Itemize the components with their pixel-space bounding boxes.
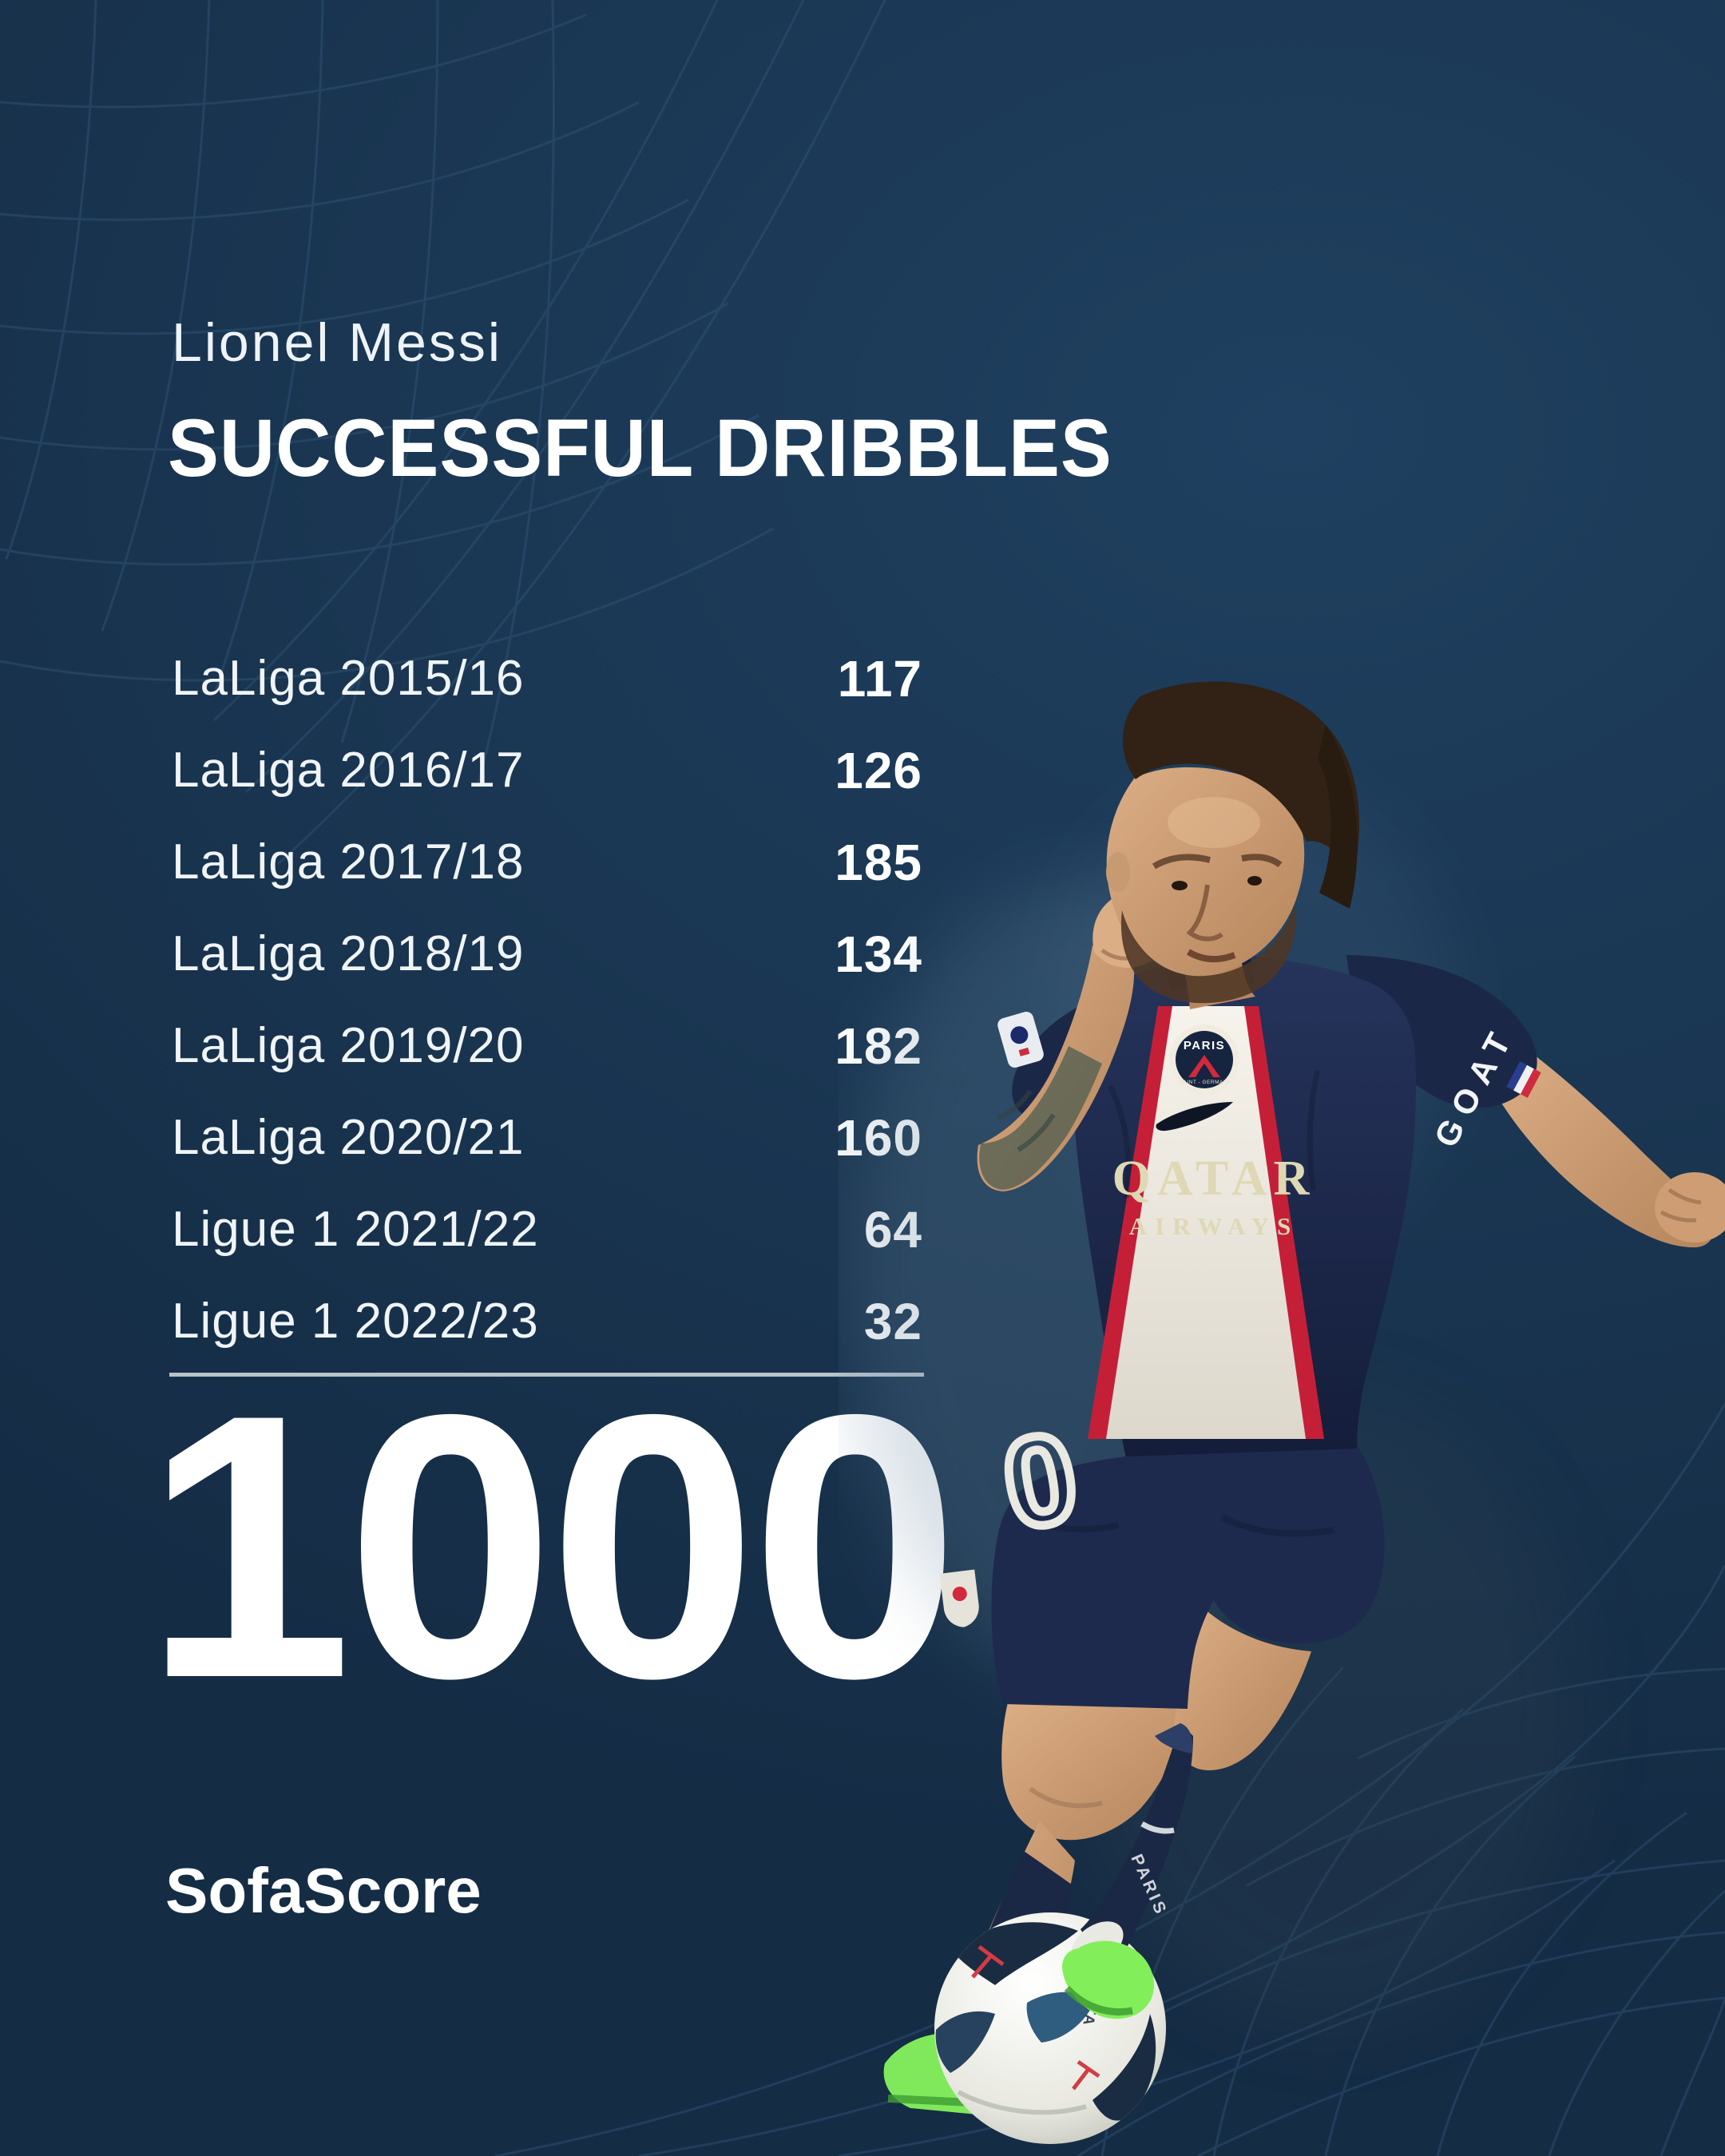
stat-row: LaLiga 2016/17 126 (172, 724, 922, 816)
stat-label: Ligue 1 2022/23 (172, 1294, 539, 1349)
shorts-crest-patch (939, 1569, 979, 1627)
legs-upper (1001, 1607, 1311, 1841)
stat-label: LaLiga 2018/19 (172, 926, 525, 981)
stat-row: Ligue 1 2021/22 64 (172, 1183, 922, 1275)
player-name: Lionel Messi (172, 312, 502, 373)
jersey: PARIS SAINT - GERMAIN QATAR AIRWAYS (1073, 953, 1417, 1458)
messi-photo: GOAT (847, 681, 1725, 2144)
stat-row: LaLiga 2015/16 117 (172, 632, 922, 724)
psg-crest-icon: PARIS SAINT - GERMAIN (1169, 1024, 1239, 1095)
stat-value: 126 (835, 741, 922, 799)
stat-value: 117 (837, 649, 922, 707)
head (1106, 681, 1359, 1009)
tattoo (979, 1046, 1102, 1190)
stat-label: LaLiga 2016/17 (172, 743, 525, 798)
stat-label: LaLiga 2015/16 (172, 651, 525, 706)
football-icon: KIPSTA (934, 1912, 1166, 2144)
left-arm: GOAT (1346, 955, 1725, 1248)
stats-list: LaLiga 2015/16 117 LaLiga 2016/17 126 La… (172, 632, 922, 1367)
stat-label: LaLiga 2020/21 (172, 1110, 525, 1165)
sponsor-line2: AIRWAYS (1129, 1212, 1299, 1240)
stat-row: LaLiga 2019/20 182 (172, 1000, 922, 1092)
sponsor-line1: QATAR (1112, 1151, 1316, 1206)
stat-label: Ligue 1 2021/22 (172, 1202, 539, 1257)
left-sleeve (1346, 955, 1537, 1108)
stat-label: LaLiga 2017/18 (172, 834, 525, 890)
stat-value: 134 (835, 925, 922, 983)
stat-label: LaLiga 2019/20 (172, 1018, 525, 1073)
total-value: 1000 (144, 1337, 960, 1756)
crest-city-text: PARIS (1184, 1039, 1225, 1052)
stripe-white (1106, 1006, 1306, 1439)
crest-sub-text: SAINT - GERMAIN (1180, 1080, 1230, 1085)
stat-row: LaLiga 2018/19 134 (172, 908, 922, 1000)
stat-row: LaLiga 2020/21 160 (172, 1092, 922, 1183)
stat-value: 185 (835, 833, 922, 891)
nike-swoosh-icon (1156, 1102, 1233, 1132)
beard (1120, 906, 1296, 1004)
ligue1-patch-icon (997, 1012, 1044, 1068)
page-title: SUCCESSFUL DRIBBLES (168, 402, 1112, 493)
divider-line (169, 1373, 924, 1377)
ear (1106, 852, 1130, 892)
right-lower-leg: PARIS (1062, 1723, 1193, 2019)
stat-row: LaLiga 2017/18 185 (172, 816, 922, 908)
shorts: 0 (939, 1401, 1385, 1709)
sofascore-logo: SofaScore (165, 1855, 482, 1926)
french-flag-icon (1506, 1061, 1541, 1098)
